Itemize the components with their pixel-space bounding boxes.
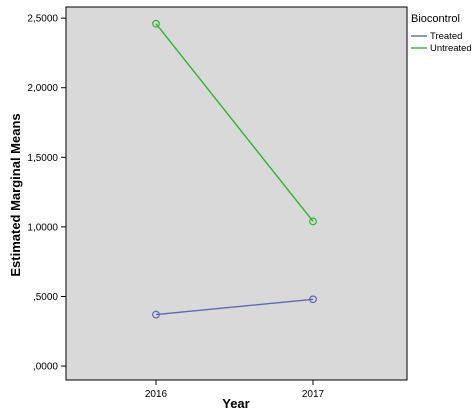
legend-label-treated: Treated	[430, 31, 462, 42]
legend-title: Biocontrol	[411, 13, 460, 25]
series-layer	[152, 19, 317, 319]
y-tick-label: ,5000	[33, 292, 58, 303]
x-tick-label: 2016	[145, 389, 168, 400]
data-point-untreated	[152, 19, 160, 28]
plot-area	[65, 6, 408, 381]
y-tick-label: 1,5000	[27, 153, 58, 164]
series-line-untreated	[155, 23, 314, 222]
y-tick-label: 2,0000	[27, 83, 58, 94]
data-point-treated	[152, 310, 160, 319]
y-tick-label: ,0000	[33, 362, 58, 373]
y-tick-label: 1,0000	[27, 222, 58, 233]
x-axis-title: Year	[222, 396, 249, 411]
x-tick-label: 2017	[302, 389, 325, 400]
data-point-untreated	[309, 217, 317, 226]
data-point-treated	[309, 295, 317, 304]
y-axis: ,0000 ,5000 1,0000 1,5000 2,0000 2,5000	[27, 14, 66, 373]
y-axis-title: Estimated Marginal Means	[8, 113, 23, 276]
series-line-treated	[155, 298, 314, 316]
x-axis: 2016 2017	[145, 380, 325, 400]
legend-label-untreated: Untreated	[430, 43, 472, 54]
y-tick-label: 2,5000	[27, 14, 58, 25]
